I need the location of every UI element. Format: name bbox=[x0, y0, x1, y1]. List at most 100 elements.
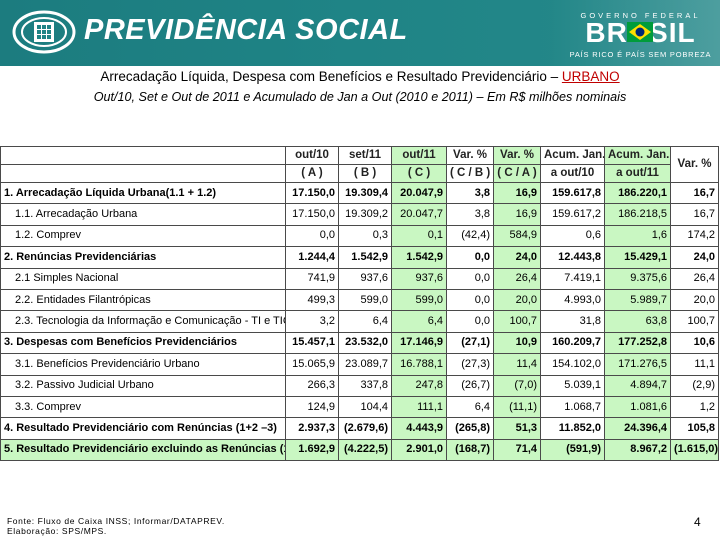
value-cell: 584,9 bbox=[493, 224, 541, 248]
value-cell: (27,1) bbox=[446, 331, 494, 355]
value-cell: 159.617,2 bbox=[540, 203, 605, 226]
table-row: 3.1. Benefícios Previdenciário Urbano 15.… bbox=[0, 353, 719, 376]
value-cell: 0,3 bbox=[338, 224, 392, 248]
value-cell: 31,8 bbox=[540, 310, 605, 333]
value-cell: 1,2 bbox=[670, 395, 719, 419]
value-cell: 4.443,9 bbox=[391, 417, 447, 440]
value-cell: 4.993,0 bbox=[540, 288, 605, 312]
row-label: 1. Arrecadação Líquida Urbana(1.1 + 1.2) bbox=[0, 181, 286, 205]
value-cell: 23.089,7 bbox=[338, 353, 392, 376]
value-cell: 159.617,8 bbox=[540, 181, 605, 205]
header-cell bbox=[0, 164, 286, 183]
value-cell: 0,0 bbox=[446, 310, 494, 333]
value-cell: 937,6 bbox=[391, 267, 447, 290]
table-row: 2.1 Simples Nacional 741,9 937,6 937,6 0,0 26… bbox=[0, 267, 719, 290]
table-row: 4. Resultado Previdenciário com Renúncia… bbox=[0, 417, 719, 440]
value-cell: 100,7 bbox=[670, 310, 719, 333]
value-cell: 15.429,1 bbox=[604, 246, 671, 269]
header-cell: Var. % bbox=[446, 146, 494, 165]
footer-prepared: Elaboração: SPS/MPS. bbox=[7, 526, 107, 536]
table-row: 3.3. Comprev 124,9 104,4 111,1 6,4 (11,1) 1.06… bbox=[0, 395, 719, 419]
value-cell: 16,9 bbox=[493, 203, 541, 226]
value-cell: 20,0 bbox=[670, 288, 719, 312]
value-cell: (591,9) bbox=[540, 438, 605, 462]
value-cell: 186.220,1 bbox=[604, 181, 671, 205]
row-label: 1.2. Comprev bbox=[0, 224, 286, 248]
value-cell: 100,7 bbox=[493, 310, 541, 333]
row-label: 3.3. Comprev bbox=[0, 395, 286, 419]
slide-title-main: Arrecadação Líquida, Despesa com Benefíc… bbox=[100, 69, 562, 84]
table-row: 1. Arrecadação Líquida Urbana(1.1 + 1.2)… bbox=[0, 181, 719, 205]
table-row: 1.2. Comprev 0,0 0,3 0,1 (42,4) 584,9 0,6 1,6 17… bbox=[0, 224, 719, 248]
header-cell: set/11 bbox=[338, 146, 392, 165]
row-label: 2.1 Simples Nacional bbox=[0, 267, 286, 290]
value-cell: 1.542,9 bbox=[338, 246, 392, 269]
value-cell: 0,0 bbox=[446, 267, 494, 290]
header-cell: ( C / A ) bbox=[493, 164, 541, 183]
value-cell: 0,6 bbox=[540, 224, 605, 248]
value-cell: 5.989,7 bbox=[604, 288, 671, 312]
value-cell: 23.532,0 bbox=[338, 331, 392, 355]
value-cell: 17.150,0 bbox=[285, 181, 339, 205]
value-cell: 16,9 bbox=[493, 181, 541, 205]
row-label: 2. Renúncias Previdenciárias bbox=[0, 246, 286, 269]
value-cell: 177.252,8 bbox=[604, 331, 671, 355]
value-cell: (26,7) bbox=[446, 374, 494, 397]
table-row: 3.2. Passivo Judicial Urbano 266,3 337,8 24… bbox=[0, 374, 719, 397]
value-cell: 11.852,0 bbox=[540, 417, 605, 440]
value-cell: 24.396,4 bbox=[604, 417, 671, 440]
row-label: 3.2. Passivo Judicial Urbano bbox=[0, 374, 286, 397]
value-cell: 1.068,7 bbox=[540, 395, 605, 419]
row-label: 1.1. Arrecadação Urbana bbox=[0, 203, 286, 226]
value-cell: 71,4 bbox=[493, 438, 541, 462]
header-cell: a out/10 bbox=[540, 164, 605, 183]
value-cell: 337,8 bbox=[338, 374, 392, 397]
row-label: 2.2. Entidades Filantrópicas bbox=[0, 288, 286, 312]
value-cell: 63,8 bbox=[604, 310, 671, 333]
value-cell: 6,4 bbox=[446, 395, 494, 419]
value-cell: 26,4 bbox=[493, 267, 541, 290]
table-row: 2.2. Entidades Filantrópicas 499,3 599,0 59… bbox=[0, 288, 719, 312]
value-cell: 1.542,9 bbox=[391, 246, 447, 269]
value-cell: 0,0 bbox=[446, 246, 494, 269]
value-cell: 186.218,5 bbox=[604, 203, 671, 226]
value-cell: 0,0 bbox=[446, 288, 494, 312]
value-cell: 24,0 bbox=[493, 246, 541, 269]
value-cell: (2.679,6) bbox=[338, 417, 392, 440]
value-cell: (11,1) bbox=[493, 395, 541, 419]
slide-title: Arrecadação Líquida, Despesa com Benefíc… bbox=[0, 69, 720, 84]
row-label: 5. Resultado Previdenciário excluindo as… bbox=[0, 438, 286, 462]
value-cell: 16.788,1 bbox=[391, 353, 447, 376]
value-cell: 266,3 bbox=[285, 374, 339, 397]
value-cell: 1.692,9 bbox=[285, 438, 339, 462]
header-cell bbox=[0, 146, 286, 165]
gov-slogan-text: PAÍS RICO É PAÍS SEM POBREZA bbox=[569, 50, 712, 59]
value-cell: 937,6 bbox=[338, 267, 392, 290]
header-row-1: out/10 set/11 out/11 Var. % Var. % Acum.… bbox=[0, 146, 719, 183]
value-cell: 15.065,9 bbox=[285, 353, 339, 376]
table-row: 2.3. Tecnologia da Informação e Comunica… bbox=[0, 310, 719, 333]
value-cell: (42,4) bbox=[446, 224, 494, 248]
value-cell: 19.309,4 bbox=[338, 181, 392, 205]
value-cell: 3,8 bbox=[446, 203, 494, 226]
value-cell: 8.967,2 bbox=[604, 438, 671, 462]
value-cell: 9.375,6 bbox=[604, 267, 671, 290]
value-cell: 10,6 bbox=[670, 331, 719, 355]
results-table: out/10 set/11 out/11 Var. % Var. % Acum.… bbox=[0, 146, 719, 462]
value-cell: 17.146,9 bbox=[391, 331, 447, 355]
value-cell: (27,3) bbox=[446, 353, 494, 376]
value-cell: 6,4 bbox=[391, 310, 447, 333]
value-cell: 1.244,4 bbox=[285, 246, 339, 269]
value-cell: 124,9 bbox=[285, 395, 339, 419]
value-cell: (265,8) bbox=[446, 417, 494, 440]
table-row: 3. Despesas com Benefícios Previdenciári… bbox=[0, 331, 719, 355]
gov-top-text: GOVERNO FEDERAL bbox=[580, 11, 701, 20]
value-cell: 15.457,1 bbox=[285, 331, 339, 355]
header-cell: ( B ) bbox=[338, 164, 392, 183]
header-banner: PREVIDÊNCIA SOCIAL GOVERNO FEDERAL BRASI… bbox=[0, 0, 720, 66]
footer-notes: Fonte: Fluxo de Caixa INSS; Informar/DAT… bbox=[7, 516, 225, 536]
value-cell: 599,0 bbox=[391, 288, 447, 312]
header-cell: a out/11 bbox=[604, 164, 671, 183]
value-cell: 174,2 bbox=[670, 224, 719, 248]
table-row: 5. Resultado Previdenciário excluindo as… bbox=[0, 438, 719, 462]
